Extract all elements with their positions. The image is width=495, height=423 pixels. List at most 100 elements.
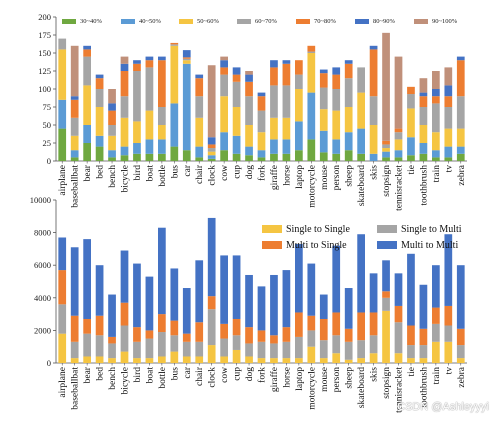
bar-segment — [394, 128, 403, 133]
bar-segment — [245, 274, 253, 328]
bar-segment — [369, 312, 378, 336]
bar-segment — [419, 284, 428, 329]
watermark-text: CSDN @Ashleyyyi — [397, 401, 489, 413]
x-tick-label: motorcycle — [307, 367, 317, 410]
legend-swatch — [355, 19, 369, 24]
bar-segment — [369, 153, 378, 161]
bar-segment — [232, 318, 241, 336]
bar-segment — [182, 57, 191, 59]
bar-segment — [369, 353, 378, 363]
legend-swatch — [262, 241, 282, 249]
bar-segment — [282, 341, 291, 359]
bar-segment — [444, 325, 453, 342]
bar-segment — [220, 56, 228, 61]
x-tick-label: mouse — [320, 165, 330, 190]
bar-segment — [170, 335, 179, 352]
x-tick-label: bench — [108, 165, 118, 188]
bar-segment — [307, 53, 316, 93]
bar-segment — [319, 109, 328, 131]
bar-segment — [195, 78, 204, 97]
bar-segment — [357, 92, 365, 129]
bar-segment — [95, 335, 104, 357]
bar-segment — [382, 151, 390, 158]
bar-segment — [419, 143, 428, 154]
y-tick-label: 50 — [43, 120, 52, 130]
bar-segment — [282, 139, 291, 154]
bar-segment — [332, 335, 341, 354]
bar-segment — [307, 315, 316, 331]
x-tick-label: boat — [145, 367, 155, 384]
bar-segment — [282, 270, 291, 328]
bar-segment — [108, 358, 116, 363]
bar-segment — [133, 358, 141, 363]
bar-segment — [344, 359, 353, 363]
bar-segment — [182, 58, 191, 61]
x-tick-label: toothbrush — [419, 367, 429, 408]
bar-segment — [58, 333, 67, 363]
bar-segment — [120, 155, 129, 161]
bar-segment — [432, 89, 440, 97]
bar-segment — [58, 128, 67, 161]
bar-segment — [182, 150, 191, 161]
bar-segment — [270, 139, 278, 154]
y-tick-label: 175 — [38, 30, 51, 40]
y-tick-label: 2000 — [34, 325, 51, 335]
bar-segment — [295, 60, 303, 75]
x-tick-label: zebra — [457, 366, 467, 387]
bar-segment — [245, 74, 253, 82]
bar-segment — [70, 99, 79, 118]
bar-segment — [133, 341, 141, 359]
bar-segment — [158, 139, 166, 154]
bar-segment — [220, 60, 228, 68]
bar-segment — [456, 265, 465, 329]
bar-segment — [394, 322, 403, 354]
bar-segment — [70, 157, 79, 161]
bar-segment — [232, 153, 241, 161]
bar-segment — [332, 153, 341, 161]
bar-segment — [58, 38, 67, 50]
bar-segment — [407, 345, 415, 359]
bar-segment — [133, 71, 141, 122]
bar-segment — [419, 345, 428, 359]
legend-label: Single to Single — [286, 224, 350, 235]
bar-segment — [182, 333, 191, 342]
bar-segment — [332, 312, 341, 336]
bar-segment — [133, 327, 141, 342]
bar-segment — [170, 320, 179, 336]
bar-segment — [182, 50, 191, 58]
x-tick-label: car — [183, 366, 193, 378]
bar-segment — [295, 312, 303, 337]
x-tick-label: clock — [208, 367, 218, 388]
bar-segment — [282, 358, 291, 363]
bar-segment — [120, 351, 129, 363]
bar-segment — [133, 121, 141, 143]
bar-segment — [357, 153, 365, 161]
bar-segment — [432, 157, 440, 161]
bar-segment — [133, 63, 141, 71]
bar-segment — [220, 338, 228, 357]
bar-segment — [456, 128, 465, 147]
bar-segment — [456, 328, 465, 346]
x-tick-label: tv — [444, 367, 454, 375]
bar-segment — [170, 103, 179, 147]
bar-segment — [83, 49, 91, 57]
bar-segment — [207, 296, 216, 310]
bar-segment — [257, 132, 266, 151]
bar-segment — [145, 338, 154, 359]
x-tick-label: bicycle — [121, 165, 131, 192]
bar-segment — [158, 107, 166, 125]
bar-segment — [182, 63, 191, 151]
bar-segment — [282, 63, 291, 86]
bar-segment — [245, 81, 253, 97]
bar-segment — [83, 356, 91, 363]
bar-segment — [357, 67, 365, 93]
bar-segment — [108, 103, 116, 111]
bar-segment — [220, 356, 228, 363]
y-tick-label: 100 — [38, 84, 51, 94]
bar-segment — [83, 45, 91, 50]
x-tick-label: clock — [208, 165, 218, 186]
bar-segment — [332, 89, 341, 111]
bar-segment — [319, 73, 328, 88]
bar-segment — [282, 117, 291, 140]
